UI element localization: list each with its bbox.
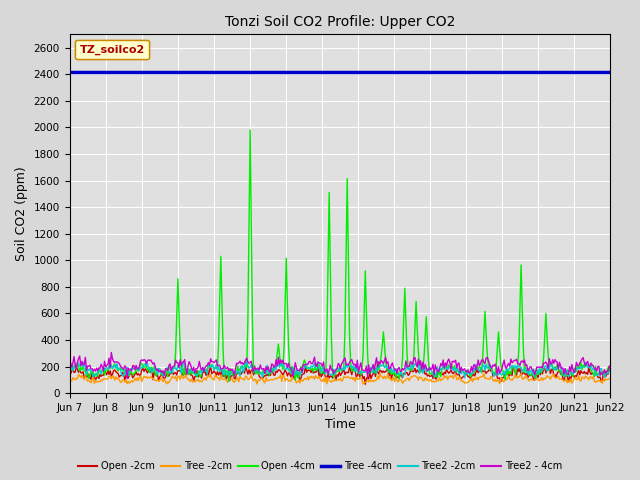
Tree -2cm [295,377,303,383]
Line: Tree -2cm: Tree -2cm [70,373,611,384]
Tree2 - 4cm [108,349,115,355]
Tree -2cm [253,381,260,387]
Tree2 - 4cm [236,358,244,364]
Open -2cm [559,376,566,382]
Open -4cm [396,370,404,376]
Open -4cm [246,127,254,133]
Tree2 -2cm [66,365,74,371]
Tree -2cm [465,378,473,384]
Tree -2cm [607,375,614,381]
Legend: Open -2cm, Tree -2cm, Open -4cm, Tree -4cm, Tree2 -2cm, Tree2 - 4cm: Open -2cm, Tree -2cm, Open -4cm, Tree -4… [74,457,566,475]
Open -4cm [559,372,566,378]
Open -4cm [66,366,74,372]
Tree2 -2cm [234,367,241,373]
Tree -4cm [557,69,564,74]
Tree -2cm [559,377,566,383]
Tree2 -2cm [607,368,614,374]
Line: Open -4cm: Open -4cm [70,130,611,382]
Tree2 -2cm [461,375,468,381]
Tree2 -2cm [559,370,566,375]
Tree -4cm [294,69,301,74]
Open -4cm [225,379,232,384]
Title: Tonzi Soil CO2 Profile: Upper CO2: Tonzi Soil CO2 Profile: Upper CO2 [225,15,455,29]
Tree -4cm [463,69,471,74]
Line: Tree2 - 4cm: Tree2 - 4cm [70,352,611,379]
Open -2cm [301,362,309,368]
Tree -2cm [376,370,384,376]
Tree2 -2cm [295,370,303,375]
Open -4cm [371,369,378,374]
Tree2 - 4cm [465,370,473,376]
Tree2 -2cm [243,359,251,364]
Tree -2cm [234,375,241,381]
Tree2 -2cm [465,370,473,375]
Line: Tree2 -2cm: Tree2 -2cm [70,361,611,378]
Open -4cm [235,368,243,374]
Tree2 -2cm [369,370,377,375]
Tree -2cm [396,377,404,383]
Open -2cm [362,382,369,387]
Tree -2cm [369,379,377,384]
Open -2cm [465,373,473,379]
Open -2cm [396,372,404,377]
Legend: TZ_soilco2: TZ_soilco2 [75,40,149,59]
Open -2cm [371,367,378,373]
Tree2 - 4cm [559,365,566,371]
Tree2 - 4cm [607,363,614,369]
Tree2 - 4cm [296,367,303,372]
Tree -2cm [66,376,74,382]
Open -2cm [294,371,301,377]
Tree -4cm [394,69,402,74]
Tree2 - 4cm [66,369,74,374]
Y-axis label: Soil CO2 (ppm): Soil CO2 (ppm) [15,167,28,261]
Line: Open -2cm: Open -2cm [70,365,611,384]
Open -2cm [66,370,74,375]
X-axis label: Time: Time [324,419,355,432]
Open -2cm [607,368,614,374]
Open -2cm [234,371,241,376]
Tree2 - 4cm [396,369,404,374]
Tree2 - 4cm [124,376,131,382]
Tree -4cm [66,69,74,74]
Open -4cm [607,366,614,372]
Tree2 -2cm [396,371,403,376]
Tree -4cm [607,69,614,74]
Tree -4cm [234,69,241,74]
Tree2 - 4cm [371,367,378,373]
Tree -4cm [368,69,376,74]
Open -4cm [296,368,303,374]
Open -4cm [465,371,473,376]
